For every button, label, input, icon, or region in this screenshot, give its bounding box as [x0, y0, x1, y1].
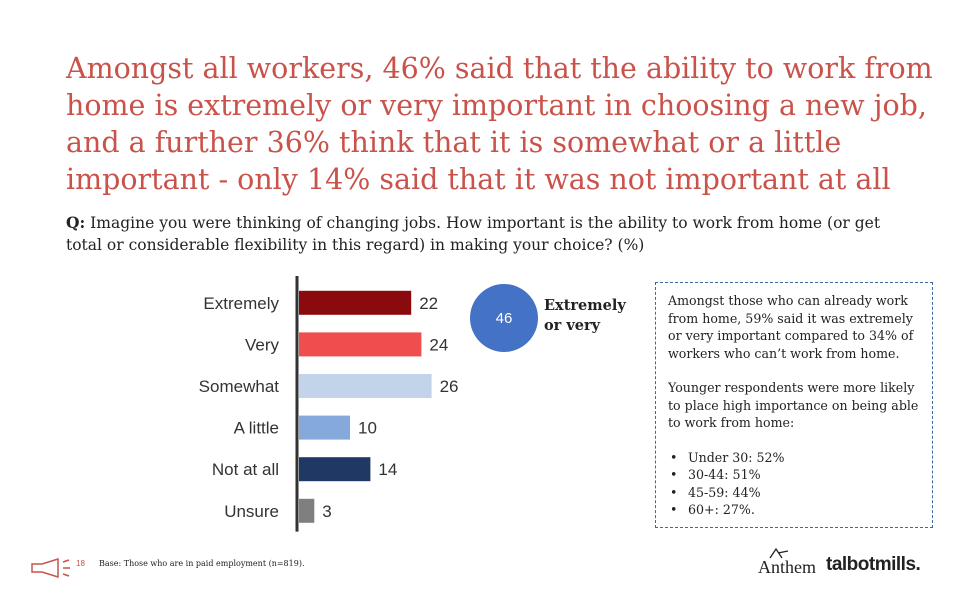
page-number: 18: [76, 559, 85, 568]
data-label: 24: [429, 335, 448, 354]
list-item: Under 30: 52%: [670, 449, 923, 467]
data-label: 22: [419, 294, 438, 313]
talbotmills-logo: talbotmills.: [826, 554, 921, 575]
callout-label: Extremely or very: [544, 297, 626, 334]
callout-value: 46: [495, 309, 513, 327]
page-title: Amongst all workers, 46% said that the a…: [66, 52, 933, 196]
bar-not-at-all: [299, 457, 371, 482]
bar-somewhat: [299, 374, 432, 398]
bar-unsure: [299, 498, 315, 523]
list-item: 30-44: 51%: [670, 466, 923, 484]
bar-very: [299, 332, 422, 357]
question-text: Imagine you were thinking of changing jo…: [66, 214, 881, 254]
importance-bar-chart: Extremely 22 Very 24 Somewhat 26 A little 10 Not…: [199, 276, 459, 532]
note-paragraph-2: Younger respondents were more likely to …: [668, 380, 919, 430]
list-item: 60+: 27%.: [670, 501, 923, 519]
data-label: 14: [378, 460, 397, 479]
data-label: 26: [440, 377, 459, 396]
note-paragraph-1: Amongst those who can already work from …: [668, 293, 914, 361]
data-label: 3: [322, 502, 331, 521]
anthem-logo-mark-icon: [769, 547, 789, 559]
anthem-logo: Anthem: [758, 557, 816, 577]
base-note: Base: Those who are in paid employment (…: [99, 559, 305, 568]
bar-a-little: [299, 415, 350, 440]
category-label: Unsure: [224, 502, 279, 521]
category-label: Extremely: [203, 294, 279, 313]
callout-bubble: 46: [470, 284, 538, 352]
insights-note-box: Amongst those who can already work from …: [655, 282, 933, 528]
question-prefix: Q:: [66, 213, 86, 232]
age-breakdown-list: Under 30: 52% 30-44: 51% 45-59: 44% 60+:…: [668, 449, 923, 519]
list-item: 45-59: 44%: [670, 484, 923, 502]
category-label: Somewhat: [199, 377, 280, 396]
category-label: Very: [245, 335, 280, 354]
bar-extremely: [299, 290, 412, 315]
megaphone-icon: [31, 558, 70, 578]
survey-question: Q: Imagine you were thinking of changing…: [66, 212, 886, 256]
data-label: 10: [358, 419, 377, 438]
category-label: Not at all: [212, 460, 279, 479]
category-label: A little: [234, 419, 279, 438]
